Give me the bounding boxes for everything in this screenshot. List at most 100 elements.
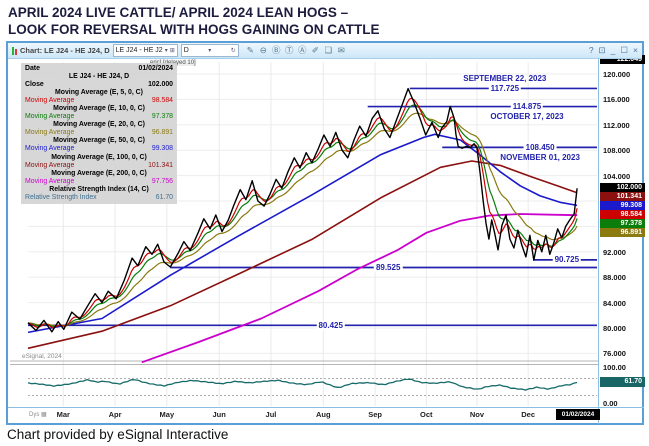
- circled-b-icon[interactable]: Ⓑ: [271, 45, 281, 55]
- month-label: Nov: [469, 410, 485, 419]
- month-label: Sep: [368, 410, 382, 419]
- legend-value: 102.000: [148, 81, 173, 89]
- window-titlebar[interactable]: Chart: LE J24 - HE J24, D LE J24 - HE J2…: [8, 43, 642, 59]
- month-label: Mar: [56, 410, 70, 419]
- annotation-value-label: 80.425: [316, 320, 345, 330]
- rsi-axis-top-label: 100.00: [603, 363, 626, 372]
- legend-value: 96.891: [151, 129, 173, 137]
- month-label: Dec: [521, 410, 536, 419]
- indicator-value-badge: 98.584: [600, 210, 645, 219]
- note-page-icon[interactable]: ❏: [324, 45, 333, 55]
- legend-panel: Date 01/02/2024 LE J24 - HE J24, D Close 102…: [21, 63, 177, 204]
- price-tick-label: 120.000: [603, 70, 631, 79]
- legend-header-row: LE J24 - HE J24, D: [68, 73, 130, 81]
- price-tick-label: 76.000: [603, 349, 626, 359]
- indicator-value-badge: 102.000: [600, 183, 645, 192]
- legend-label: Moving Average: [25, 129, 75, 137]
- rsi-value-badge: 61.70: [600, 377, 645, 387]
- price-tick-label: 104.000: [603, 171, 631, 181]
- legend-row: Close 102.000: [25, 81, 173, 89]
- legend-row: Date 01/02/2024: [25, 65, 173, 73]
- legend-label: Relative Strength Index: [25, 193, 97, 201]
- price-tick-label: 80.000: [603, 324, 626, 333]
- indicator-value-badge: 101.341: [600, 192, 645, 201]
- price-tick-label: 92.000: [603, 247, 626, 257]
- price-high-badge: 122.049: [600, 55, 645, 64]
- symbol-combo-value: LE J24 - HE J2: [115, 47, 163, 54]
- chevron-down-icon[interactable]: ▾: [208, 48, 212, 54]
- indicator-value-badge: 99.308: [600, 201, 645, 210]
- legend-value: 98.584: [151, 97, 173, 105]
- esignal-chart-icon: [12, 46, 17, 55]
- close-button[interactable]: ×: [633, 45, 638, 55]
- legend-header-row: Moving Average (E, 50, 0, C): [53, 137, 145, 145]
- interval-combo-value: D: [183, 47, 189, 54]
- legend-header-row: Moving Average (E, 20, 0, C): [53, 121, 145, 129]
- headline-line2: LOOK FOR REVERSAL WITH HOGS GAINING ON C…: [8, 22, 380, 37]
- month-label: Jun: [212, 410, 226, 419]
- price-tick-label: 84.000: [603, 298, 626, 308]
- restore-button[interactable]: ☐: [620, 45, 629, 55]
- legend-value: 101.341: [148, 161, 173, 169]
- interval-combo[interactable]: D ▾ ↻: [180, 44, 239, 57]
- legend-row: Moving Average 98.584: [25, 97, 173, 105]
- legend-label: Close: [25, 81, 44, 89]
- indicator-value-badge: 96.891: [600, 228, 645, 237]
- legend-value: 99.308: [151, 145, 173, 153]
- chevron-down-icon[interactable]: ▾: [164, 48, 168, 54]
- month-label: Oct: [420, 410, 433, 419]
- circled-a-icon[interactable]: Ⓐ: [297, 45, 307, 55]
- annotation-date-label: OCTOBER 17, 2023: [490, 112, 564, 122]
- price-tick-label: 116.000: [603, 95, 630, 105]
- chat-icon[interactable]: ✉: [337, 45, 345, 55]
- symbol-combo[interactable]: LE J24 - HE J2 ▾ ⊞: [112, 44, 178, 57]
- legend-label: Date: [25, 65, 40, 72]
- popout-icon[interactable]: ⊡: [598, 45, 606, 55]
- legend-row: Moving Average 97.756: [25, 178, 173, 186]
- zoom-out-icon[interactable]: ⊖: [259, 45, 267, 55]
- legend-row: Moving Average 97.378: [25, 113, 173, 121]
- minimize-button[interactable]: _: [610, 45, 616, 55]
- price-tick-label: 112.000: [603, 120, 630, 130]
- legend-label: Moving Average: [25, 145, 75, 153]
- esignal-watermark: eSignal, 2024: [22, 353, 62, 360]
- annotation-value-label: 89.525: [373, 263, 403, 273]
- month-label: Jul: [265, 410, 277, 419]
- legend-value: 01/02/2024: [138, 65, 174, 72]
- indicator-value-badge: 97.378: [600, 219, 645, 228]
- annotation-date-label: NOVEMBER 01, 2023: [500, 152, 580, 162]
- legend-header-row: Moving Average (E, 100, 0, C): [51, 153, 147, 161]
- month-label: Apr: [108, 410, 122, 419]
- annotation-value-label: 108.450: [523, 142, 557, 152]
- legend-value: 97.378: [151, 113, 173, 121]
- legend-header-row: Relative Strength Index (14, C): [49, 185, 149, 193]
- legend-header-row: Moving Average (E, 5, 0, C): [55, 89, 143, 97]
- draw-pencil-icon[interactable]: ✎: [246, 45, 254, 55]
- legend-header-row: Moving Average (E, 200, 0, C): [51, 169, 147, 177]
- refresh-icon[interactable]: ↻: [230, 48, 236, 54]
- legend-label: Moving Average: [25, 161, 75, 169]
- month-label: May: [159, 410, 175, 419]
- legend-value: 61.70: [155, 193, 173, 201]
- legend-row: Moving Average 101.341: [25, 162, 173, 170]
- page-title: APRIL 2024 LIVE CATTLE/ APRIL 2024 LEAN …: [8, 4, 380, 38]
- annotation-value-label: 117.725: [488, 83, 522, 93]
- legend-row: Moving Average 99.308: [25, 145, 173, 153]
- legend-label: Moving Average: [25, 177, 75, 185]
- help-button[interactable]: ?: [588, 45, 594, 55]
- symbol-grid-icon[interactable]: ⊞: [169, 48, 175, 54]
- legend-row: Relative Strength Index 61.70: [25, 194, 173, 202]
- window-title: Chart: LE J24 - HE J24, D: [20, 46, 110, 55]
- circled-t-icon[interactable]: Ⓣ: [284, 45, 294, 55]
- legend-header-row: Moving Average (E, 10, 0, C): [53, 105, 145, 113]
- edit-icon[interactable]: ✐: [311, 45, 319, 55]
- axis-mode-button[interactable]: Dys ▦: [29, 412, 47, 418]
- legend-value: 97.756: [151, 177, 173, 185]
- legend-row: Moving Average 96.891: [25, 129, 173, 137]
- price-tick-label: 108.000: [603, 146, 631, 156]
- headline-line1: APRIL 2024 LIVE CATTLE/ APRIL 2024 LEAN …: [8, 5, 349, 20]
- last-date-badge: 01/02/2024: [556, 409, 600, 420]
- price-tick-label: 88.000: [603, 273, 626, 283]
- legend-label: Moving Average: [25, 113, 75, 121]
